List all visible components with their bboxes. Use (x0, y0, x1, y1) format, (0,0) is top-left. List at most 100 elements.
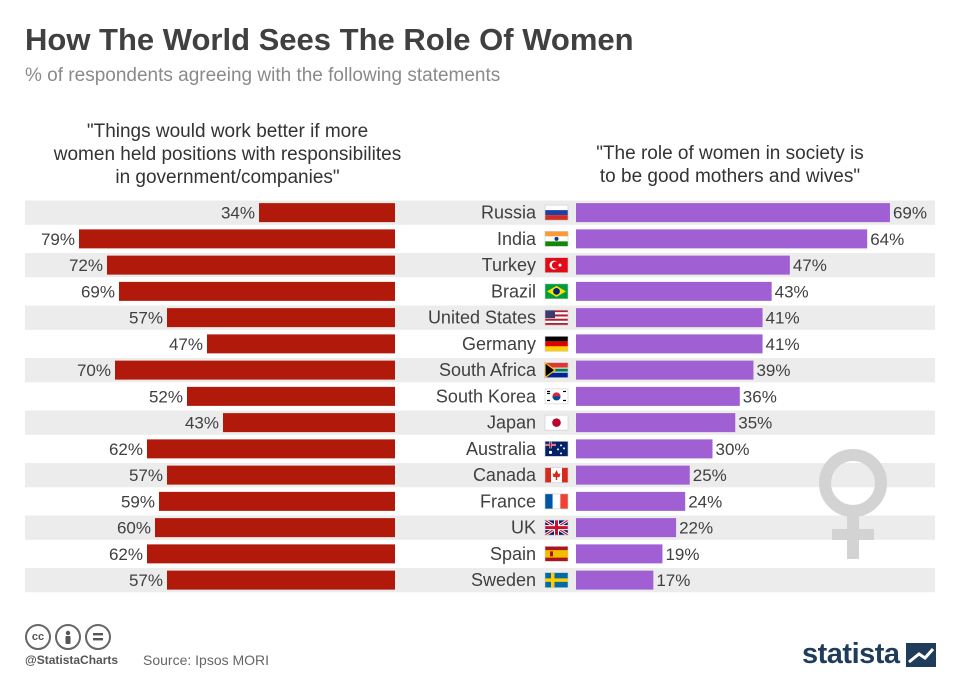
flag-icon-australia (544, 441, 569, 457)
right-bar (576, 544, 663, 564)
right-bar (576, 439, 713, 459)
left-bar (167, 308, 395, 328)
country-label: Sweden (471, 570, 536, 590)
left-value-label: 60% (117, 519, 151, 538)
right-statement-heading: "The role of women in society is to be g… (596, 143, 864, 187)
right-bar (576, 570, 654, 590)
flag-icon-france (544, 493, 569, 510)
statista-logo-icon (905, 642, 936, 667)
country-label: South Korea (436, 386, 537, 406)
left-value-label: 72% (69, 256, 103, 275)
left-value-label: 79% (41, 230, 75, 249)
twitter-handle[interactable]: @StatistaCharts (25, 653, 119, 667)
flag-icon-uk (544, 518, 569, 537)
right-value-label: 30% (716, 440, 750, 459)
left-bar (159, 491, 395, 511)
left-value-label: 43% (185, 414, 219, 433)
right-bar (576, 281, 772, 301)
right-value-label: 39% (756, 361, 790, 380)
right-bar (576, 334, 763, 354)
source-note: Source: Ipsos MORI (143, 652, 270, 668)
flag-icon-brazil (544, 283, 569, 300)
left-bar (107, 255, 395, 275)
flag-icon-united-states (544, 309, 569, 326)
country-label: Spain (490, 544, 536, 564)
left-bar (259, 203, 395, 223)
left-value-label: 52% (149, 387, 183, 406)
flag-icon-japan (544, 414, 569, 431)
flag-icon-russia (544, 204, 569, 221)
country-label: United States (428, 308, 536, 328)
country-label: Germany (462, 334, 536, 354)
left-bar (167, 465, 395, 485)
left-bar (115, 360, 395, 380)
right-bar (576, 203, 890, 223)
flag-icon-south-africa (544, 361, 569, 379)
right-bar (576, 413, 736, 433)
flag-icon-germany (544, 336, 569, 352)
left-value-label: 62% (109, 545, 143, 564)
country-label: South Africa (439, 360, 537, 380)
left-value-label: 59% (121, 492, 155, 511)
right-bar (576, 255, 790, 275)
right-value-label: 64% (870, 230, 904, 249)
country-label: Brazil (491, 281, 536, 301)
left-value-label: 62% (109, 440, 143, 459)
statista-logo: statista (802, 638, 936, 671)
nd-icon (85, 624, 111, 650)
left-bar (119, 281, 395, 301)
chart-title: How The World Sees The Role Of Women (25, 22, 634, 57)
right-value-label: 35% (738, 414, 772, 433)
right-value-label: 69% (893, 204, 927, 223)
country-label: Australia (466, 439, 537, 459)
row-stripe (25, 410, 935, 435)
right-bar (576, 308, 763, 328)
country-label: India (497, 229, 537, 249)
flag-icon-sweden (544, 572, 569, 588)
right-bar (576, 465, 690, 485)
left-value-label: 57% (129, 309, 163, 328)
country-label: Russia (481, 203, 537, 223)
female-symbol-icon (810, 445, 900, 568)
left-bar (147, 439, 395, 459)
cc-icon: cc (25, 624, 51, 650)
right-bar (576, 386, 740, 406)
country-label: Canada (473, 465, 537, 485)
left-bar (155, 518, 395, 538)
right-value-label: 22% (679, 519, 713, 538)
left-value-label: 57% (129, 466, 163, 485)
right-bar (576, 518, 677, 538)
left-bar (187, 386, 395, 406)
license-icons: cc (25, 624, 111, 650)
country-label: France (480, 491, 536, 511)
left-value-label: 47% (169, 335, 203, 354)
flag-icon-south-korea (544, 388, 569, 405)
right-value-label: 17% (656, 571, 690, 590)
flag-icon-turkey (544, 257, 569, 273)
left-bar (207, 334, 395, 354)
right-value-label: 41% (766, 309, 800, 328)
left-bar (79, 229, 395, 249)
flag-icon-canada (544, 467, 569, 483)
left-value-label: 70% (77, 361, 111, 380)
right-value-label: 36% (743, 387, 777, 406)
left-bar (147, 544, 395, 564)
right-value-label: 19% (665, 545, 699, 564)
chart-subtitle: % of respondents agreeing with the follo… (25, 65, 501, 86)
left-value-label: 69% (81, 282, 115, 301)
country-label: UK (511, 518, 536, 538)
left-bar (223, 413, 395, 433)
right-bar (576, 360, 754, 380)
left-value-label: 34% (221, 204, 255, 223)
country-label: Japan (487, 413, 536, 433)
brand-name: statista (802, 638, 900, 670)
right-value-label: 24% (688, 492, 722, 511)
flag-icon-india (544, 231, 569, 247)
right-value-label: 43% (775, 282, 809, 301)
flag-icon-spain (544, 546, 569, 562)
country-label: Turkey (482, 255, 536, 275)
right-value-label: 25% (693, 466, 727, 485)
left-value-label: 57% (129, 571, 163, 590)
by-icon (55, 624, 81, 650)
